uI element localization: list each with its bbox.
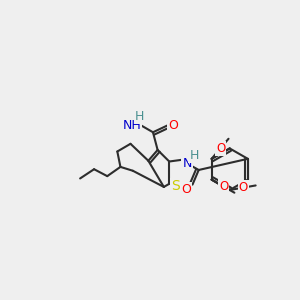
Text: O: O [216,142,225,155]
Text: N: N [182,157,192,169]
Text: H: H [189,149,199,162]
Text: H: H [135,110,145,123]
Text: O: O [182,183,191,196]
Text: O: O [239,181,248,194]
Text: NH: NH [123,119,141,132]
Text: O: O [219,180,228,193]
Text: S: S [171,179,180,193]
Text: O: O [168,119,178,132]
